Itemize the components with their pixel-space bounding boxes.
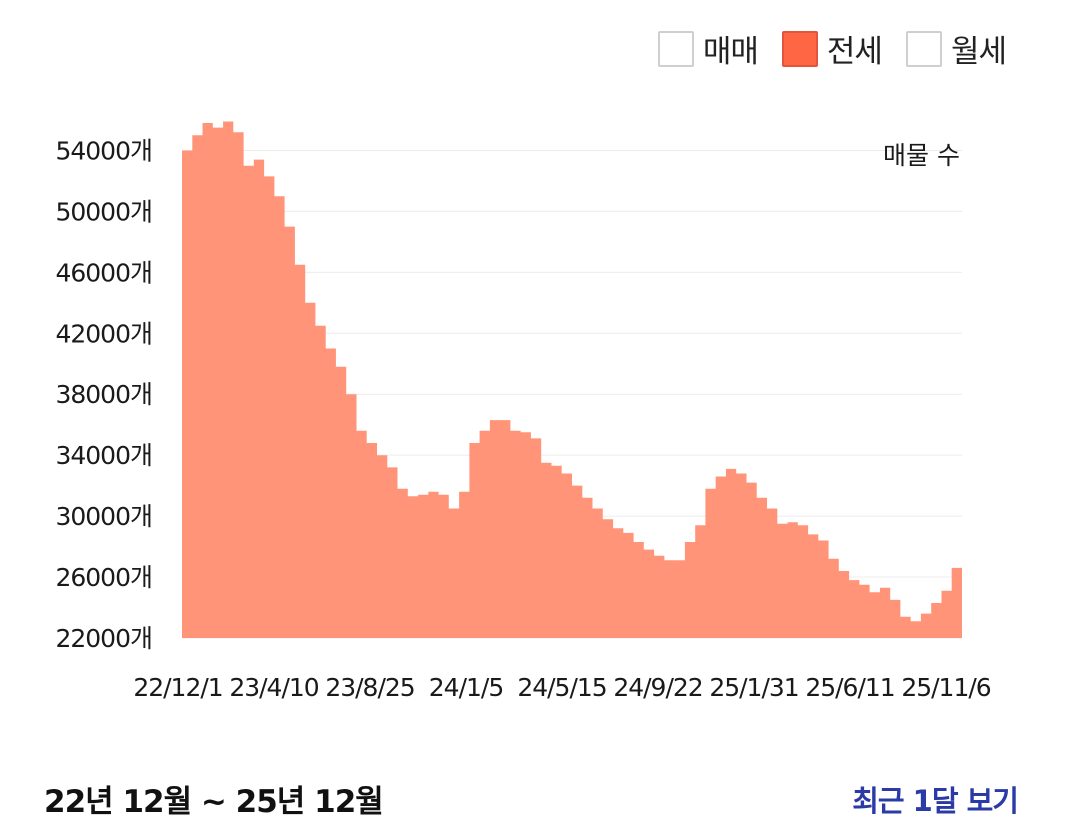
y-tick-label: 22000개 <box>55 624 152 653</box>
x-tick-label: 24/1/5 <box>429 673 503 702</box>
y-tick-label: 30000개 <box>55 502 152 531</box>
y-tick-label: 50000개 <box>55 197 152 226</box>
x-tick-label: 25/6/11 <box>805 673 894 702</box>
checkbox-checked-icon[interactable] <box>781 30 818 67</box>
y-tick-label: 42000개 <box>55 319 152 348</box>
legend-item-sale[interactable]: 매매 <box>657 26 759 71</box>
y-tick-label: 26000개 <box>55 563 152 592</box>
x-tick-label: 22/12/1 <box>133 673 222 702</box>
legend-label-monthly: 월세 <box>950 34 1007 70</box>
y-tick-label: 38000개 <box>55 380 152 409</box>
x-tick-label: 23/8/25 <box>325 673 414 702</box>
y-axis-label: 매물 수 <box>883 141 960 170</box>
legend: 매매 전세 월세 <box>657 26 1007 71</box>
legend-label-sale: 매매 <box>702 34 759 70</box>
legend-item-jeonse[interactable]: 전세 <box>781 26 883 71</box>
x-tick-label: 25/1/31 <box>709 673 798 702</box>
x-tick-label: 25/11/6 <box>901 673 990 702</box>
legend-label-jeonse: 전세 <box>826 34 883 70</box>
legend-item-monthly[interactable]: 월세 <box>905 26 1007 71</box>
jeonse-area-series <box>182 121 962 638</box>
x-tick-label: 24/9/22 <box>613 673 702 702</box>
recent-month-button[interactable]: 최근 1달 보기 <box>852 784 1019 818</box>
y-tick-label: 46000개 <box>55 258 152 287</box>
checkbox-icon[interactable] <box>657 30 694 67</box>
x-tick-label: 23/4/10 <box>229 673 318 702</box>
y-tick-label: 54000개 <box>55 136 152 165</box>
date-range-label: 22년 12월 ~ 25년 12월 <box>44 784 384 820</box>
x-axis-ticks: 22/12/1 23/4/10 23/8/25 24/1/5 24/5/15 24/9/2… <box>133 673 991 702</box>
listing-count-chart: 22000개 26000개 30000개 34000개 38000개 42000개 4600… <box>55 121 992 702</box>
checkbox-icon[interactable] <box>905 30 942 67</box>
y-tick-label: 34000개 <box>55 441 152 470</box>
x-tick-label: 24/5/15 <box>517 673 606 702</box>
y-axis-ticks: 22000개 26000개 30000개 34000개 38000개 42000개 4600… <box>55 136 153 653</box>
